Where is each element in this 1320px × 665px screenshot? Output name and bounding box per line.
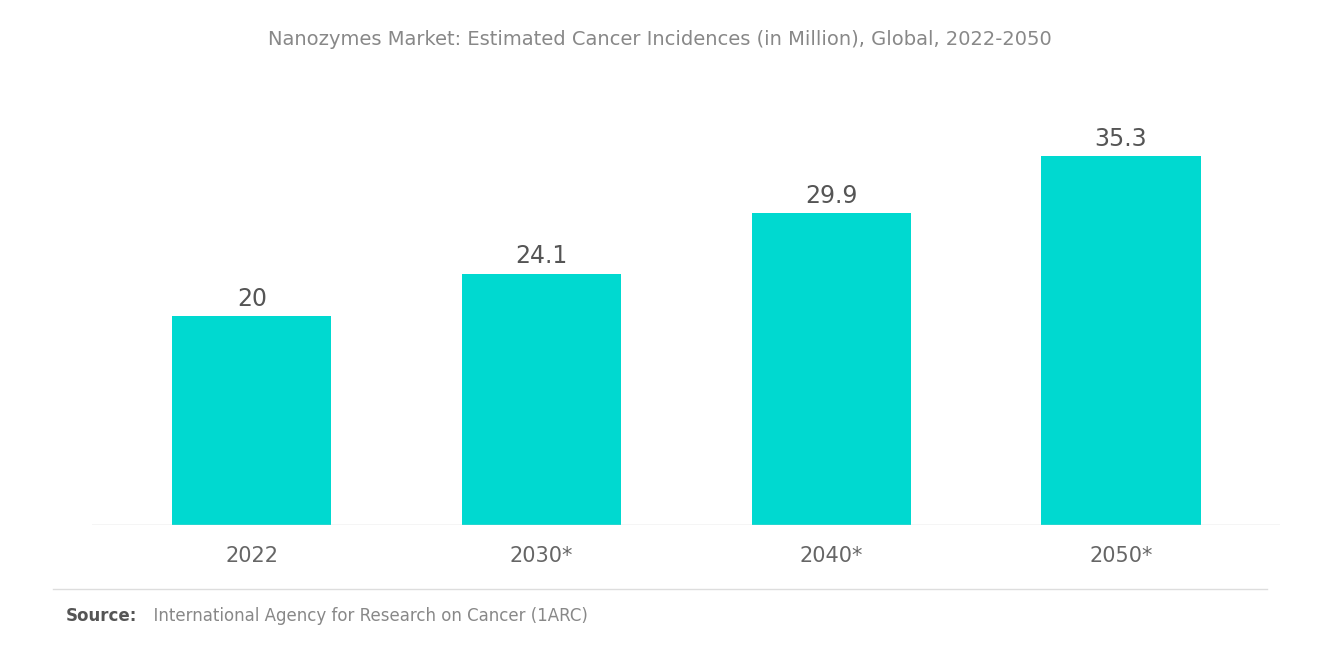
Text: International Agency for Research on Cancer (1ARC): International Agency for Research on Can…: [143, 607, 587, 625]
Bar: [172, 317, 331, 525]
Text: Source:: Source:: [66, 607, 137, 625]
Text: 29.9: 29.9: [805, 184, 858, 207]
Bar: [751, 213, 911, 525]
Bar: [1041, 156, 1201, 525]
Bar: [462, 273, 622, 525]
Text: Nanozymes Market: Estimated Cancer Incidences (in Million), Global, 2022-2050: Nanozymes Market: Estimated Cancer Incid…: [268, 30, 1052, 49]
Text: 24.1: 24.1: [515, 244, 568, 268]
Text: 35.3: 35.3: [1094, 127, 1147, 151]
Text: 20: 20: [236, 287, 267, 311]
